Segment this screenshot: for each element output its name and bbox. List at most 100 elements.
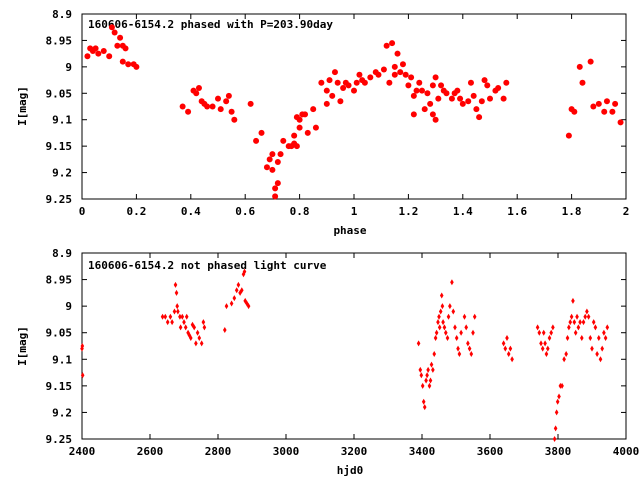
x-axis-label: phase [333,224,366,237]
data-point [448,303,452,310]
x-tick-label: 1 [351,205,358,218]
data-point [551,324,555,331]
data-point [435,95,442,102]
data-point [160,313,165,320]
y-tick-label: 9.2 [52,167,72,180]
data-point [593,324,598,331]
data-point [356,71,363,78]
data-point [459,100,466,107]
data-point [453,324,457,331]
data-point [603,335,608,342]
data-point [470,92,477,99]
data-point [180,313,185,320]
data-point [195,85,202,91]
data-point [426,366,430,373]
data-point [484,82,491,89]
data-point [506,350,511,357]
data-point [427,100,434,107]
data-point [197,335,202,342]
data-point [405,82,412,89]
data-point [433,335,438,342]
data-point [601,108,608,115]
chart-title: 160606-6154.2 not phased light curve [88,259,327,272]
phased-light-curve-panel: 160606-6154.2 phased with P=203.90day ph… [16,8,629,237]
data-point [609,108,616,115]
data-point [467,79,474,86]
data-point [540,345,545,352]
data-point [195,329,200,336]
data-point [176,308,180,315]
data-point [425,372,429,379]
data-point [173,281,178,288]
data-point [503,79,510,86]
data-point [445,335,450,342]
x-tick-label: 3600 [477,445,504,458]
data-point [243,297,247,304]
data-point [462,313,467,320]
data-point [185,108,192,115]
y-tick-label: 9.1 [52,353,72,366]
data-point [165,319,170,326]
y-tick-label: 9.25 [46,433,73,446]
data-point [418,366,423,373]
data-point [495,85,502,91]
data-point [192,324,196,331]
x-tick-label: 2400 [69,445,96,458]
data-point [80,343,85,349]
data-point [588,335,593,342]
data-point [595,350,599,357]
data-point [500,95,507,102]
data-point [106,53,113,60]
data-point [100,48,107,54]
data-point [174,289,179,296]
x-tick-label: 3400 [409,445,436,458]
data-point [565,335,570,342]
data-point [391,63,398,70]
data-point [429,361,434,368]
data-point [240,287,244,294]
data-point [436,319,440,326]
data-point [331,69,338,76]
data-point [163,313,168,320]
data-point [269,166,276,173]
data-point [351,87,357,94]
data-point [459,329,463,336]
data-point [602,329,606,336]
y-axis-label: I[mag] [16,326,29,366]
data-point [258,129,265,136]
x-tick-label: 4000 [613,445,640,458]
data-point [473,106,480,113]
data-point [204,103,211,110]
data-point [92,45,99,52]
data-point [318,79,325,86]
data-point [472,313,477,320]
data-point [231,116,238,123]
x-tick-label: 0.4 [181,205,201,218]
data-point [605,324,610,331]
data-point [567,324,571,331]
data-point [394,50,401,57]
x-tick-label: 0.6 [235,205,255,218]
y-tick-label: 9.15 [46,140,73,153]
data-point [544,350,549,357]
data-point [454,87,461,94]
data-point [397,69,404,76]
data-point [560,382,564,389]
y-tick-label: 9.05 [46,327,73,340]
x-tick-label: 1.6 [507,205,527,218]
y-tick-label: 9 [65,300,72,313]
plot-frame [81,252,627,440]
data-point [505,335,509,342]
data-point [133,63,140,70]
data-point [456,345,460,352]
data-point [416,79,423,86]
data-point [441,319,445,326]
data-point [410,92,417,99]
data-point [442,324,447,331]
data-point [457,95,464,102]
data-point [280,137,287,144]
data-point [175,303,179,310]
data-point [476,114,483,121]
data-point [448,95,455,102]
data-point [253,137,260,144]
